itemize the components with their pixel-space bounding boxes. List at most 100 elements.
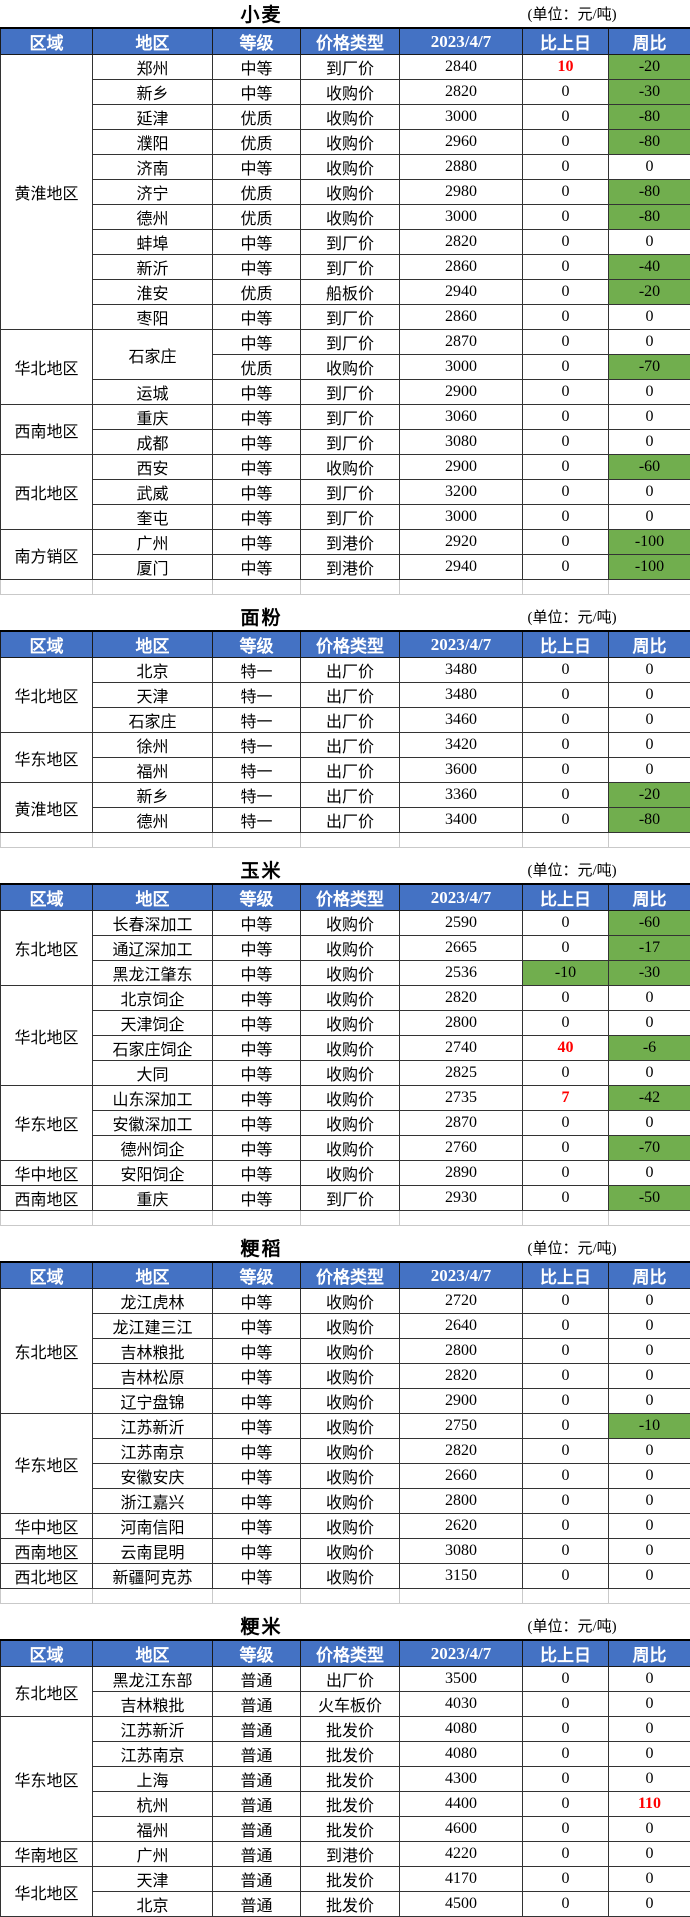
area-cell: 河南信阳	[93, 1514, 213, 1539]
day-change-cell: 0	[523, 505, 609, 530]
spacer-cell	[609, 1211, 690, 1226]
day-change-cell: 0	[523, 1817, 609, 1842]
grade-cell: 中等	[213, 155, 301, 180]
price-type-cell: 收购价	[301, 1061, 400, 1086]
price-cell: 3420	[400, 733, 523, 758]
price-cell: 3360	[400, 783, 523, 808]
price-type-cell: 收购价	[301, 1389, 400, 1414]
grade-cell: 中等	[213, 1186, 301, 1211]
price-cell: 2840	[400, 55, 523, 80]
price-cell: 3400	[400, 808, 523, 833]
area-cell: 通辽深加工	[93, 936, 213, 961]
day-change-cell: 0	[523, 255, 609, 280]
grade-cell: 中等	[213, 80, 301, 105]
price-type-cell: 收购价	[301, 1414, 400, 1439]
section-title-row: 面粉(单位：元/吨)	[1, 603, 690, 631]
grade-cell: 中等	[213, 1439, 301, 1464]
grade-cell: 中等	[213, 1514, 301, 1539]
week-change-cell: 0	[609, 505, 690, 530]
area-cell: 天津饲企	[93, 1011, 213, 1036]
price-type-cell: 批发价	[301, 1892, 400, 1917]
spacer-cell	[609, 1589, 690, 1604]
week-change-cell: 0	[609, 1339, 690, 1364]
week-change-cell: -80	[609, 180, 690, 205]
day-change-cell: 0	[523, 1414, 609, 1439]
price-type-cell: 批发价	[301, 1867, 400, 1892]
week-change-cell: -80	[609, 105, 690, 130]
week-change-cell: -70	[609, 1136, 690, 1161]
spacer-cell	[213, 833, 301, 848]
price-cell: 4300	[400, 1767, 523, 1792]
area-cell: 濮阳	[93, 130, 213, 155]
column-header-price-type: 价格类型	[301, 884, 400, 911]
spacer-cell	[93, 1211, 213, 1226]
price-cell: 4080	[400, 1717, 523, 1742]
price-type-cell: 收购价	[301, 180, 400, 205]
day-change-cell: 0	[523, 205, 609, 230]
price-type-cell: 到厂价	[301, 305, 400, 330]
area-cell: 新沂	[93, 255, 213, 280]
spacer-cell	[301, 580, 400, 595]
area-cell: 北京	[93, 1892, 213, 1917]
area-cell: 北京	[93, 658, 213, 683]
day-change-cell: 0	[523, 280, 609, 305]
day-change-cell: 0	[523, 1389, 609, 1414]
grade-cell: 中等	[213, 1111, 301, 1136]
price-type-cell: 收购价	[301, 1464, 400, 1489]
week-change-cell: -42	[609, 1086, 690, 1111]
area-cell: 新疆阿克苏	[93, 1564, 213, 1589]
price-cell: 2880	[400, 155, 523, 180]
spacer-cell	[1, 1589, 93, 1604]
day-change-cell: 0	[523, 530, 609, 555]
price-type-cell: 收购价	[301, 1086, 400, 1111]
spacer-cell	[93, 1589, 213, 1604]
week-change-cell: -30	[609, 80, 690, 105]
price-type-cell: 收购价	[301, 355, 400, 380]
day-change-cell: 0	[523, 911, 609, 936]
grade-cell: 中等	[213, 936, 301, 961]
day-change-cell: 0	[523, 1717, 609, 1742]
price-type-cell: 收购价	[301, 1564, 400, 1589]
price-cell: 4220	[400, 1842, 523, 1867]
price-cell: 2900	[400, 380, 523, 405]
column-header-date: 2023/4/7	[400, 1640, 523, 1667]
column-header-week-change: 周比	[609, 884, 690, 911]
week-change-cell: 0	[609, 1717, 690, 1742]
grade-cell: 中等	[213, 1061, 301, 1086]
price-type-cell: 批发价	[301, 1767, 400, 1792]
region-cell: 华北地区	[1, 1867, 93, 1917]
area-cell: 成都	[93, 430, 213, 455]
week-change-cell: -6	[609, 1036, 690, 1061]
day-change-cell: 0	[523, 658, 609, 683]
section-title-row: 粳稻(单位：元/吨)	[1, 1234, 690, 1262]
week-change-cell: 0	[609, 155, 690, 180]
spacer-cell	[400, 580, 523, 595]
week-change-cell: 0	[609, 1842, 690, 1867]
day-change-cell: 0	[523, 480, 609, 505]
week-change-cell: -20	[609, 783, 690, 808]
day-change-cell: 0	[523, 1186, 609, 1211]
price-cell: 4400	[400, 1792, 523, 1817]
price-type-cell: 到厂价	[301, 255, 400, 280]
price-cell: 4030	[400, 1692, 523, 1717]
grade-cell: 优质	[213, 355, 301, 380]
